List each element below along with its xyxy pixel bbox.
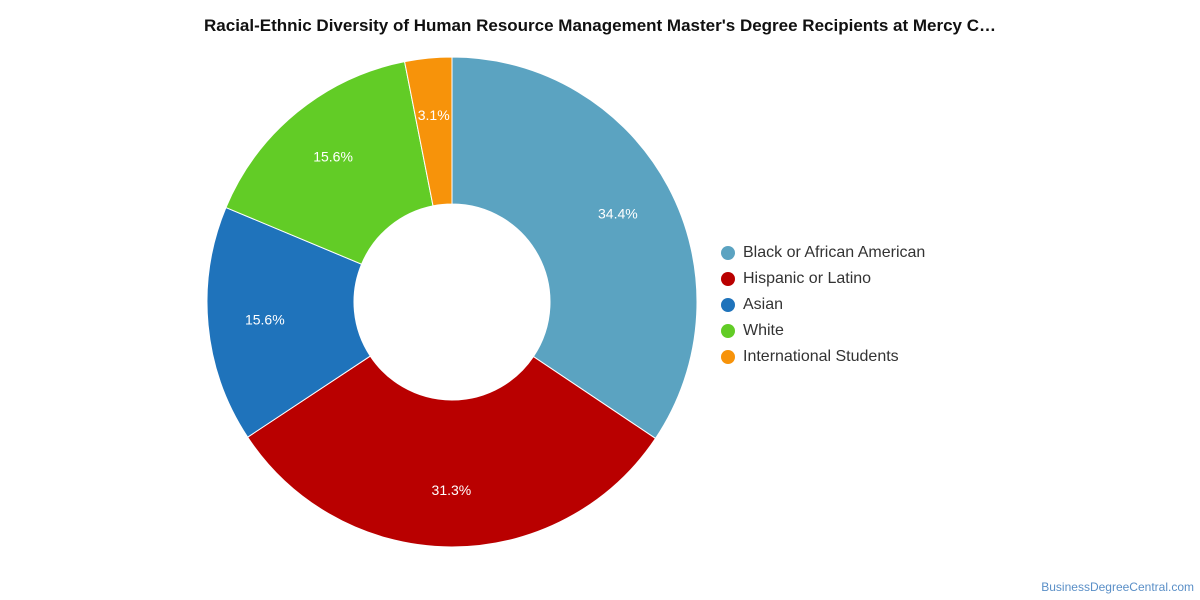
slice-label-asian: 15.6% — [245, 312, 285, 328]
legend-label: International Students — [743, 348, 899, 365]
legend-label: Black or African American — [743, 244, 926, 261]
legend-item-hispanic-or-latino: Hispanic or Latino — [721, 266, 925, 292]
legend-swatch — [721, 350, 735, 364]
legend-swatch — [721, 272, 735, 286]
legend-label: Asian — [743, 296, 784, 313]
legend-swatch — [721, 324, 735, 338]
slice-asian — [206, 206, 371, 438]
slice-international-students — [403, 56, 453, 207]
chart-legend: Black or African American Hispanic or Lat… — [721, 240, 925, 370]
legend-item-asian: Asian — [721, 292, 925, 318]
slice-label-hispanic-or-latino: 31.3% — [432, 482, 472, 498]
legend-item-white: White — [721, 318, 925, 344]
legend-item-black-or-african-american: Black or African American — [721, 240, 925, 266]
slice-label-white: 15.6% — [313, 148, 353, 164]
watermark: BusinessDegreeCentral.com — [1041, 580, 1194, 594]
slice-black-or-african-american — [451, 56, 698, 440]
legend-item-international-students: International Students — [721, 344, 925, 370]
slice-label-international-students: 3.1% — [418, 107, 450, 123]
chart-title: Racial-Ethnic Diversity of Human Resourc… — [204, 16, 996, 35]
legend-swatch — [721, 246, 735, 260]
legend-label: Hispanic or Latino — [743, 270, 872, 287]
slice-label-black-or-african-american: 34.4% — [598, 206, 638, 222]
slice-hispanic-or-latino — [246, 355, 657, 548]
legend-label: White — [743, 322, 784, 339]
legend-swatch — [721, 298, 735, 312]
slice-white — [225, 61, 434, 265]
